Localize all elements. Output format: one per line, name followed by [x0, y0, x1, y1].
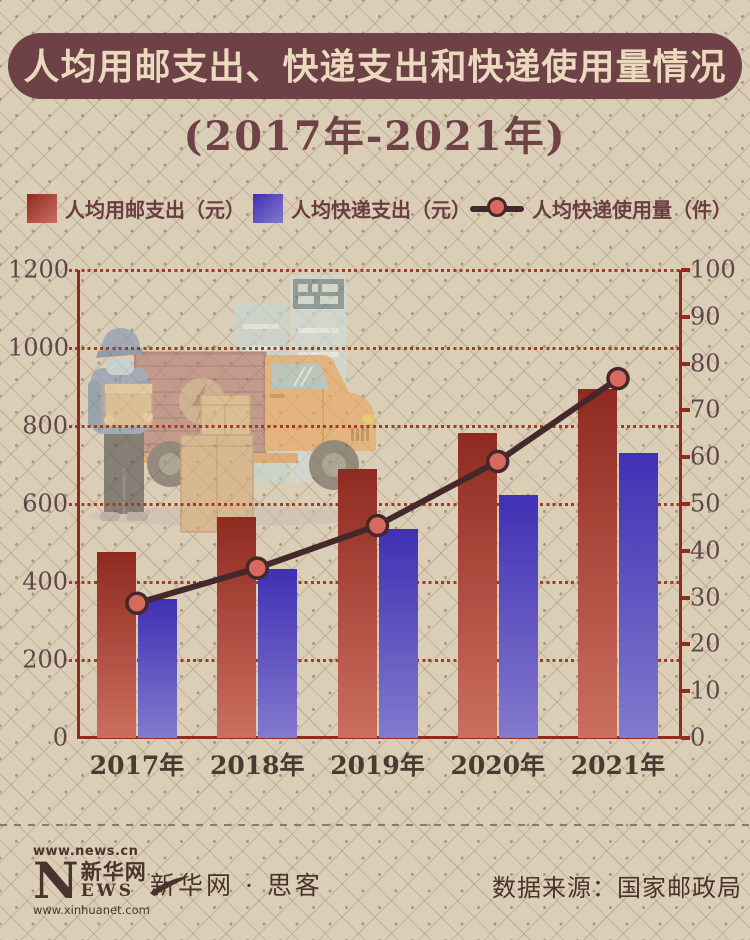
y-axis-right-label: 70 — [690, 395, 721, 424]
y-axis-right-tick — [681, 268, 690, 272]
x-axis-label-2018年: 2018年 — [209, 751, 305, 780]
y-axis-right-label: 60 — [690, 442, 721, 471]
y-axis-right-tick — [681, 361, 690, 366]
y-axis-right-label: 10 — [690, 676, 721, 705]
logo-ews: EWS — [80, 881, 135, 901]
bar-postal-2020年 — [457, 433, 497, 738]
y-axis-left-label: 1200 — [8, 255, 70, 284]
bar-express-2017年 — [138, 598, 177, 738]
legend-line-icon — [470, 193, 524, 223]
bar-postal-2021年 — [578, 388, 617, 738]
y-axis-left-label: 0 — [52, 723, 68, 752]
y-axis-right-tick — [681, 736, 690, 740]
title-banner: 人均用邮支出、快递支出和快递使用量情况 — [8, 33, 742, 99]
y-axis-right-label: 50 — [690, 489, 721, 518]
y-axis-right-label: 90 — [690, 302, 721, 331]
x-axis-label-2017年: 2017年 — [89, 751, 185, 780]
y-axis-right-label: 100 — [690, 255, 736, 284]
legend-item-express: 人均快递支出（元） — [253, 193, 471, 223]
legend-label-usage: 人均快递使用量（件） — [532, 197, 732, 222]
bar-express-2019年 — [378, 528, 418, 738]
logo-url-bottom: www.xinhuanet.com — [33, 903, 150, 917]
legend-label-express: 人均快递支出（元） — [291, 197, 471, 222]
logo-swoosh-icon — [149, 876, 190, 896]
legend-swatch-express — [253, 193, 283, 223]
y-axis-right-tick — [681, 548, 690, 553]
subtitle: (2017年-2021年) — [183, 113, 567, 160]
x-axis-label-2020年: 2020年 — [450, 751, 546, 780]
y-axis-right-label: 30 — [690, 583, 721, 612]
bar-postal-2017年 — [97, 552, 136, 738]
data-source: 数据来源：国家邮政局 — [492, 874, 742, 902]
y-axis-right-tick — [681, 689, 690, 694]
bar-express-2020年 — [498, 495, 538, 738]
gridline-1200 — [69, 268, 681, 272]
logo-chinese: 新华网 — [80, 859, 147, 884]
legend-label-postal: 人均用邮支出（元） — [65, 197, 245, 222]
brand-text: 新华网 · 思客 — [150, 871, 323, 900]
y-axis-left-label: 600 — [22, 489, 68, 518]
y-axis-right-tick — [681, 455, 690, 460]
logo-url-top: www.news.cn — [33, 844, 139, 859]
y-axis-right-label: 40 — [690, 536, 721, 565]
bar-postal-2018年 — [217, 516, 257, 738]
y-axis-right-line — [678, 270, 682, 739]
y-axis-left-label: 1000 — [8, 333, 70, 362]
gridline-1000 — [69, 346, 681, 350]
bar-postal-2019年 — [337, 469, 377, 738]
y-axis-left-label: 800 — [22, 411, 68, 440]
y-axis-right-tick — [681, 642, 690, 647]
y-axis-right-tick — [681, 502, 690, 506]
x-axis-label-2021年: 2021年 — [570, 751, 666, 780]
face-mask — [107, 358, 133, 375]
y-axis-right-tick — [681, 595, 690, 600]
y-axis-right-label: 0 — [690, 723, 706, 752]
y-axis-left-line — [76, 270, 80, 739]
footer-divider — [0, 824, 750, 826]
xinhuanet-logo: www.news.cn N 新华网 EWS www.xinhuanet.com — [33, 844, 191, 917]
y-axis-left-label: 400 — [22, 567, 68, 596]
legend-item-postal: 人均用邮支出（元） — [27, 193, 245, 223]
legend-swatch-postal — [27, 193, 57, 223]
x-axis-label-2019年: 2019年 — [330, 751, 425, 780]
y-axis-right-label: 80 — [690, 349, 721, 378]
bar-express-2021年 — [619, 452, 658, 738]
legend-item-usage: 人均快递使用量（件） — [470, 193, 732, 223]
y-axis-right-label: 20 — [690, 629, 721, 658]
logo-letter-n: N — [33, 851, 79, 910]
y-axis-right-tick — [681, 408, 690, 413]
legend-line-marker — [487, 197, 507, 217]
y-axis-left-label: 200 — [22, 645, 68, 674]
bar-express-2018年 — [258, 569, 298, 738]
y-axis-right-tick — [681, 314, 690, 319]
